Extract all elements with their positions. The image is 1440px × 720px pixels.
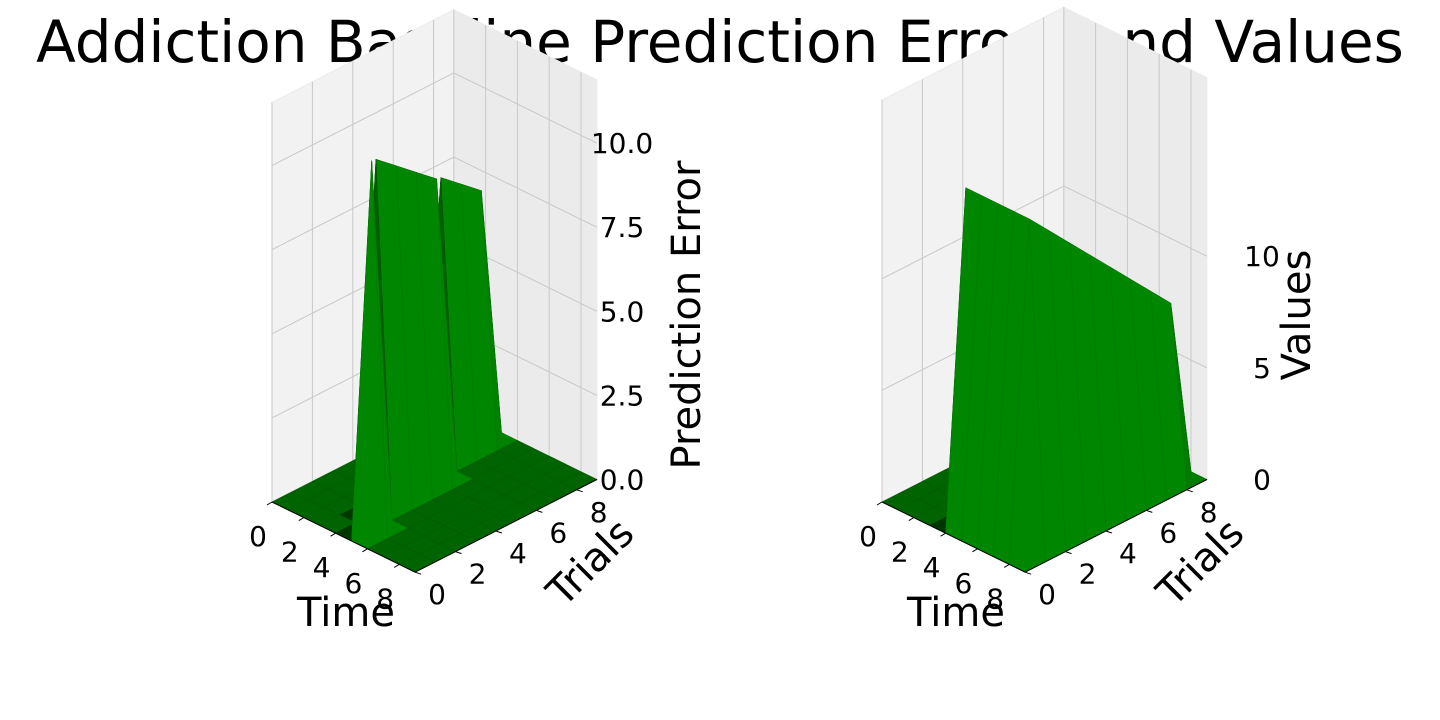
gridline	[271, 72, 598, 167]
trials-tick	[576, 489, 583, 493]
trials-tick	[1186, 489, 1193, 493]
gridline	[881, 185, 1208, 280]
trials-tick	[1065, 551, 1072, 555]
trials-tick-label: 6	[1159, 516, 1177, 549]
z-tick-label: 0	[1253, 464, 1271, 497]
time-tick	[393, 563, 400, 568]
time-axis-line	[271, 501, 416, 573]
trials-tick	[1105, 530, 1113, 534]
time-axis-label: Time	[906, 590, 1005, 636]
z-tick-label: 2.5	[600, 379, 645, 412]
time-axis-label: Time	[296, 590, 395, 636]
trials-tick-label: 8	[1200, 496, 1218, 529]
time-tick-label: 6	[344, 567, 362, 600]
trials-tick	[414, 571, 422, 575]
z-axis-label: Prediction Error	[664, 160, 710, 469]
trials-tick	[1024, 571, 1032, 575]
time-tick	[908, 517, 915, 522]
trials-tick-label: 4	[1119, 537, 1137, 570]
trials-tick-label: 2	[469, 558, 487, 591]
trials-axis-line	[1024, 479, 1208, 573]
time-tick-label: 4	[923, 551, 941, 584]
time-tick-label: 6	[954, 567, 972, 600]
time-tick-label: 0	[249, 520, 267, 553]
time-tick	[1003, 563, 1010, 568]
time-tick	[940, 532, 946, 537]
time-tick-label: 4	[313, 551, 331, 584]
z-tick-label: 10	[1244, 240, 1280, 273]
trials-tick	[495, 530, 503, 534]
surface	[881, 187, 1208, 573]
z-tick-label: 5	[1253, 352, 1271, 385]
time-tick	[362, 548, 368, 553]
time-tick-label: 8	[986, 582, 1004, 615]
z-tick-label: 10.0	[591, 127, 653, 160]
time-tick	[876, 501, 883, 506]
time-tick	[330, 532, 336, 537]
z-tick-label: 5.0	[600, 295, 645, 328]
trials-tick	[455, 551, 462, 555]
trials-tick-label: 6	[549, 516, 567, 549]
time-tick	[266, 501, 273, 506]
trials-tick-label: 8	[590, 496, 608, 529]
trials-tick-label: 4	[509, 537, 527, 570]
z-tick-label: 7.5	[600, 211, 645, 244]
time-tick	[298, 517, 305, 522]
trials-tick-label: 2	[1079, 558, 1097, 591]
surface	[271, 158, 598, 573]
time-tick-label: 2	[281, 536, 299, 569]
trials-tick	[1146, 509, 1153, 513]
trials-tick-label: 0	[428, 578, 446, 611]
trials-tick	[536, 509, 543, 513]
time-tick-label: 2	[891, 536, 909, 569]
trials-tick-label: 0	[1038, 578, 1056, 611]
z-axis-label: Values	[1274, 250, 1320, 381]
time-axis-line	[881, 501, 1026, 573]
time-tick-label: 8	[376, 582, 394, 615]
time-tick	[972, 548, 978, 553]
time-tick-label: 0	[859, 520, 877, 553]
z-tick-label: 0.0	[600, 464, 645, 497]
trials-axis-line	[414, 479, 598, 573]
gridline	[271, 156, 598, 251]
